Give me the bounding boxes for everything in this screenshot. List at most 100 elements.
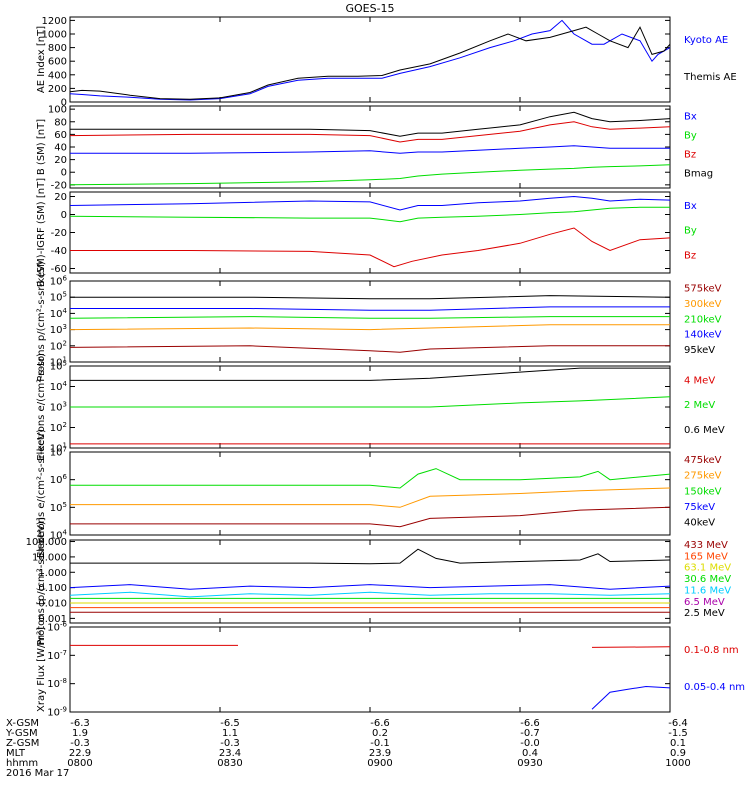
legend-entry: 150keV bbox=[684, 486, 722, 497]
legend-entry: Bx bbox=[684, 201, 697, 212]
y-tick-label: 0 bbox=[61, 98, 67, 109]
series-line bbox=[69, 121, 671, 143]
y-tick-label: 1200 bbox=[42, 16, 67, 27]
panel-6: 0.001 0.010 0.100 1.000 10.000 100.000Protons… bbox=[26, 517, 732, 645]
series-line bbox=[591, 646, 671, 648]
legend-entry: Bx bbox=[684, 111, 697, 122]
ephemeris-value: 0.4 bbox=[522, 748, 538, 759]
series-line bbox=[69, 206, 670, 223]
ephemeris-value: -6.6 bbox=[370, 718, 390, 729]
series-line bbox=[70, 111, 671, 137]
series-line bbox=[70, 506, 671, 528]
legend-entry: 140keV bbox=[684, 330, 722, 341]
panel-frame bbox=[69, 16, 671, 103]
legend-entry: 575keV bbox=[684, 284, 722, 295]
y-axis-label: B (SM)-IGRF (SM) [nT] bbox=[36, 178, 47, 287]
y-tick-label: 105 bbox=[50, 291, 67, 304]
legend-entry: 95keV bbox=[684, 345, 715, 356]
y-tick-label: 10-9 bbox=[47, 706, 67, 719]
y-tick-label: 400 bbox=[48, 70, 67, 81]
series-line bbox=[69, 324, 670, 331]
ephemeris-value: 0.2 bbox=[372, 728, 388, 739]
legend-entry: Bz bbox=[684, 250, 696, 261]
y-axis-label: AE Index [nT] bbox=[36, 26, 47, 93]
y-tick-label: 105 bbox=[50, 360, 67, 373]
legend-entry: 300keV bbox=[684, 299, 722, 310]
series-line bbox=[70, 227, 671, 268]
series-line bbox=[70, 548, 671, 565]
ephemeris-label: hhmm bbox=[6, 758, 38, 769]
series-line bbox=[70, 295, 671, 300]
series-line bbox=[70, 487, 671, 508]
y-tick-label: 102 bbox=[50, 339, 67, 352]
y-axis-label: B (SM) [nT] bbox=[36, 119, 47, 175]
series-line bbox=[70, 468, 671, 489]
ephemeris-value: 1.1 bbox=[222, 728, 238, 739]
y-axis-label: Electrons e/(cm²-s-sr-keV) bbox=[36, 429, 47, 558]
y-tick-label: 106 bbox=[50, 275, 68, 288]
y-tick-label: 103 bbox=[50, 401, 67, 414]
y-tick-label: -20 bbox=[51, 180, 67, 191]
y-tick-label: 10-8 bbox=[47, 677, 67, 690]
y-tick-label: 107 bbox=[50, 446, 67, 459]
legend-entry: Themis AE bbox=[683, 72, 737, 83]
ephemeris-value: 22.9 bbox=[69, 748, 91, 759]
ephemeris-value: 23.9 bbox=[369, 748, 391, 759]
legend-entry: Kyoto AE bbox=[684, 35, 728, 46]
series-line bbox=[70, 145, 670, 154]
y-tick-label: 60 bbox=[54, 130, 67, 141]
ephemeris-value: -0.7 bbox=[520, 728, 540, 739]
y-tick-label: 100.000 bbox=[26, 537, 67, 548]
legend-entry: By bbox=[684, 130, 697, 141]
ephemeris-value: 0830 bbox=[217, 758, 242, 769]
y-axis-label: Electrons e/(cm²-s-sr) bbox=[36, 353, 47, 461]
series-line bbox=[69, 164, 671, 186]
ephemeris-value: -0.0 bbox=[520, 738, 540, 749]
y-axis-label: Protons [p/(cm²-s-sr-keV)] bbox=[36, 517, 47, 645]
legend-entry: 433 MeV bbox=[684, 540, 728, 551]
legend-entry: 40keV bbox=[684, 518, 715, 529]
y-tick-label: 800 bbox=[48, 43, 67, 54]
ephemeris-value: -6.6 bbox=[520, 718, 540, 729]
y-tick-label: -40 bbox=[51, 246, 67, 257]
series-line bbox=[70, 306, 670, 311]
ephemeris-value: 1.9 bbox=[72, 728, 88, 739]
panel-frame bbox=[69, 105, 671, 189]
ephemeris-value: 0800 bbox=[67, 758, 92, 769]
legend-entry: 275keV bbox=[684, 471, 722, 482]
y-tick-label: 0.100 bbox=[38, 583, 67, 594]
series-line bbox=[69, 195, 671, 211]
series-line bbox=[69, 26, 671, 100]
legend-entry: Bz bbox=[684, 149, 696, 160]
y-tick-label: 20 bbox=[54, 155, 67, 166]
ephemeris-value: 0930 bbox=[517, 758, 542, 769]
panel-2: -60 -40 -20 0 20 B (SM)-IGRF (SM) [nT] Bx By Bz bbox=[36, 178, 697, 287]
ephemeris-value: -0.3 bbox=[70, 738, 90, 749]
series-line bbox=[591, 685, 671, 710]
ephemeris-value: 1000 bbox=[665, 758, 690, 769]
legend-entry: 2.5 MeV bbox=[684, 608, 725, 619]
series-line bbox=[69, 345, 670, 353]
legend-entry: 6.5 MeV bbox=[684, 597, 725, 608]
ephemeris-value: 0.9 bbox=[670, 748, 686, 759]
ephemeris-label: 2016 Mar 17 bbox=[6, 768, 69, 779]
legend-entry: 0.1-0.8 nm bbox=[684, 645, 739, 656]
series-line bbox=[70, 367, 670, 381]
series-line bbox=[70, 396, 671, 408]
y-tick-label: 0 bbox=[61, 210, 67, 221]
ephemeris-label: Z-GSM bbox=[6, 738, 39, 749]
y-tick-label: 600 bbox=[48, 57, 67, 68]
y-tick-label: 10-6 bbox=[47, 621, 67, 634]
y-tick-label: 10-7 bbox=[47, 649, 67, 662]
legend-entry: 11.6 MeV bbox=[684, 585, 731, 596]
legend-entry: Bmag bbox=[684, 169, 713, 180]
ephemeris-value: 0.1 bbox=[670, 738, 686, 749]
legend-entry: By bbox=[684, 226, 697, 237]
y-tick-label: 104 bbox=[50, 307, 68, 320]
y-tick-label: 0 bbox=[61, 168, 67, 179]
